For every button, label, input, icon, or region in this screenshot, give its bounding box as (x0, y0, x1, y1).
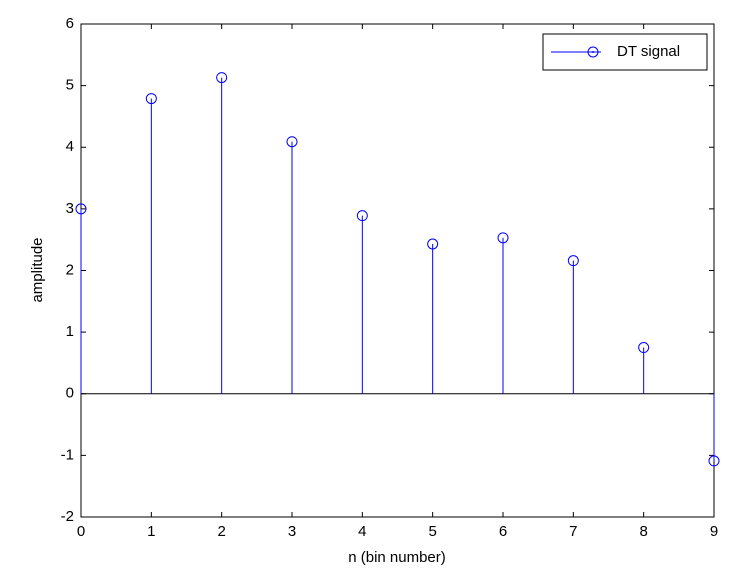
legend-label: DT signal (617, 43, 680, 60)
x-tick-label: 7 (569, 523, 577, 540)
y-tick-label: 0 (66, 385, 74, 402)
y-tick-label: -2 (61, 508, 74, 525)
stem-marker (497, 232, 509, 244)
y-tick-label: 6 (66, 15, 74, 32)
x-axis-label: n (bin number) (348, 549, 446, 566)
y-tick-label: 4 (66, 138, 74, 155)
x-tick-label: 9 (710, 523, 718, 540)
stem-marker (145, 93, 157, 105)
x-tick-label: 3 (288, 523, 296, 540)
y-tick-label: -1 (61, 446, 74, 463)
y-axis-label: amplitude (29, 237, 46, 302)
x-tick-label: 6 (499, 523, 507, 540)
stem-marker (567, 255, 579, 267)
y-tick-label: 3 (66, 200, 74, 217)
stem-marker (356, 210, 368, 222)
x-tick-label: 1 (147, 523, 155, 540)
stem-marker (286, 136, 298, 148)
legend-marker-dot (592, 51, 594, 53)
x-tick-label: 4 (358, 523, 366, 540)
x-tick-label: 0 (77, 523, 85, 540)
x-tick-label: 8 (639, 523, 647, 540)
plot-area (80, 23, 715, 518)
stem-marker (638, 342, 650, 354)
stem-marker (216, 72, 228, 84)
stem-marker (75, 203, 87, 215)
x-tick-label: 5 (428, 523, 436, 540)
legend-marker (587, 46, 599, 58)
y-tick-label: 5 (66, 77, 74, 94)
stem-marker (427, 238, 439, 250)
y-tick-label: 1 (66, 323, 74, 340)
y-tick-label: 2 (66, 261, 74, 278)
x-tick-label: 2 (217, 523, 225, 540)
stem-marker (708, 455, 720, 467)
